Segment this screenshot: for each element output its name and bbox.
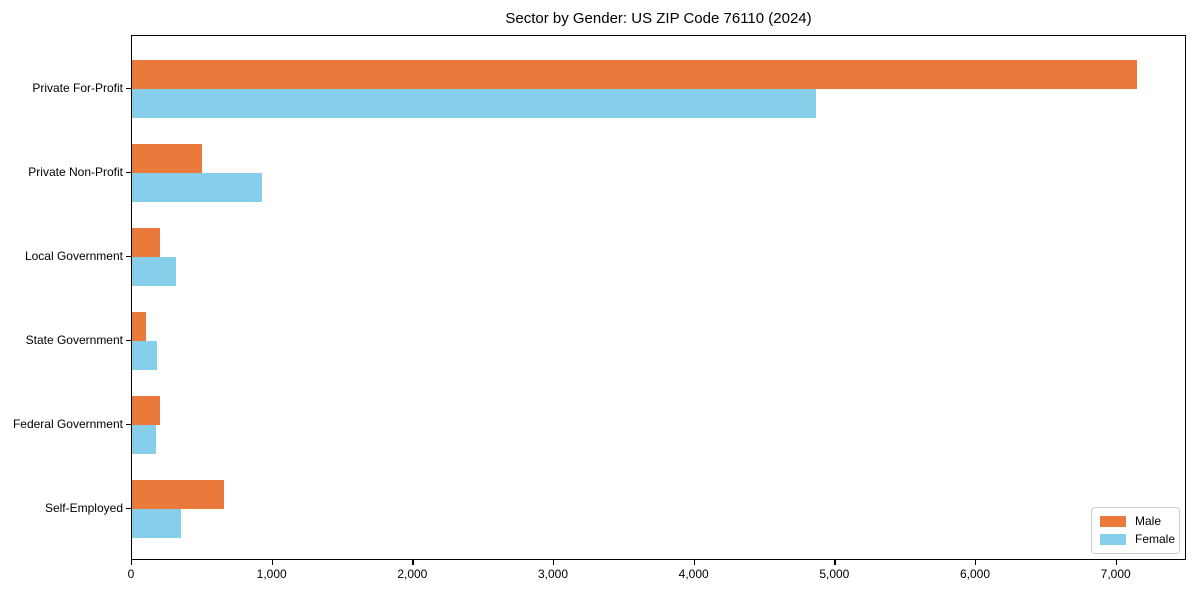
bar-male-4 xyxy=(132,396,161,425)
y-tick-mark xyxy=(126,340,131,342)
x-tick-label: 7,000 xyxy=(1100,567,1131,581)
x-tick-label: 2,000 xyxy=(397,567,428,581)
legend-label-female: Female xyxy=(1135,532,1176,546)
y-tick-label: Private For-Profit xyxy=(32,81,123,95)
x-tick-mark xyxy=(975,560,977,565)
x-tick-label: 4,000 xyxy=(678,567,709,581)
y-tick-mark xyxy=(126,256,131,258)
male-color-swatch xyxy=(1100,516,1126,527)
y-tick-mark xyxy=(126,172,131,174)
bar-male-3 xyxy=(132,312,147,341)
bar-female-2 xyxy=(132,257,177,286)
x-tick-mark xyxy=(131,560,133,565)
bar-female-0 xyxy=(132,89,817,118)
female-color-swatch xyxy=(1100,534,1126,545)
bar-male-1 xyxy=(132,144,202,173)
x-tick-label: 1,000 xyxy=(256,567,287,581)
plot-area xyxy=(131,35,1186,560)
legend: Male Female xyxy=(1091,507,1180,554)
bar-male-5 xyxy=(132,480,225,509)
y-tick-mark xyxy=(126,88,131,90)
x-tick-label: 3,000 xyxy=(537,567,569,581)
legend-entry-male: Male xyxy=(1100,515,1171,528)
bar-male-2 xyxy=(132,228,161,257)
bar-female-4 xyxy=(132,425,156,454)
y-tick-mark xyxy=(126,424,131,426)
y-tick-label: Local Government xyxy=(24,249,123,263)
bar-female-5 xyxy=(132,509,182,538)
x-tick-label: 6,000 xyxy=(959,567,991,581)
legend-entry-female: Female xyxy=(1100,533,1175,546)
x-tick-label: 0 xyxy=(127,567,135,581)
bar-female-3 xyxy=(132,341,158,370)
x-tick-label: 5,000 xyxy=(819,567,850,581)
bar-male-0 xyxy=(132,60,1138,89)
bar-female-1 xyxy=(132,173,263,202)
y-tick-label: Federal Government xyxy=(12,417,123,431)
y-tick-label: Private Non-Profit xyxy=(28,165,123,179)
legend-label-male: Male xyxy=(1135,514,1162,528)
x-tick-mark xyxy=(412,560,414,565)
x-tick-mark xyxy=(271,560,273,565)
x-tick-mark xyxy=(834,560,836,565)
x-tick-mark xyxy=(693,560,695,565)
x-tick-mark xyxy=(553,560,555,565)
y-tick-mark xyxy=(126,508,131,510)
y-tick-label: State Government xyxy=(25,333,123,347)
x-tick-mark xyxy=(1115,560,1117,565)
y-tick-label: Self-Employed xyxy=(44,501,123,515)
chart-title: Sector by Gender: US ZIP Code 76110 (202… xyxy=(505,10,812,27)
